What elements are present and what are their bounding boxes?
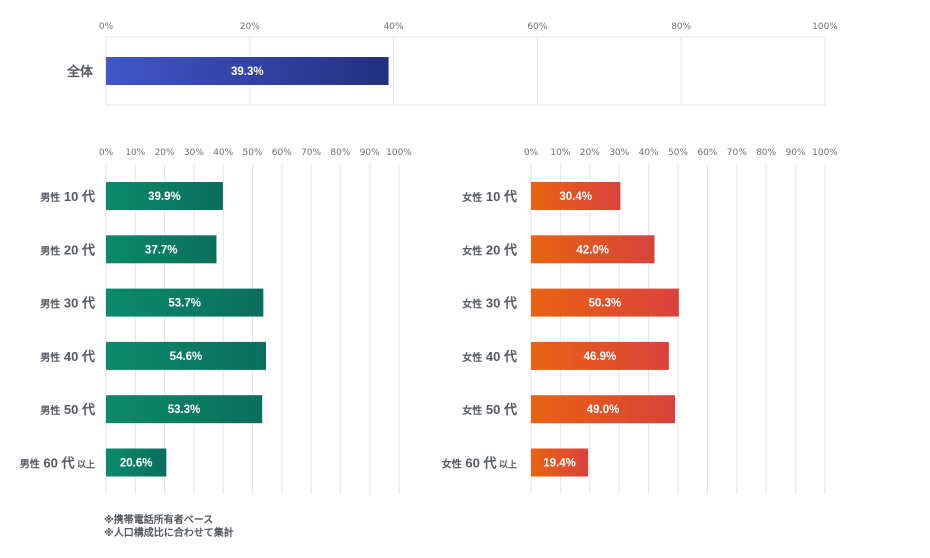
male-tick-label: 60% xyxy=(272,148,292,158)
total-tick-label: 60% xyxy=(527,22,547,32)
male-value-label: 53.7% xyxy=(168,298,201,310)
male-tick-label: 0% xyxy=(99,148,114,158)
male-value-label: 39.9% xyxy=(148,191,181,203)
female-tick-label: 60% xyxy=(697,148,717,158)
total-value-label: 39.3% xyxy=(231,66,264,78)
total-category-label: 全体 xyxy=(66,64,94,79)
female-category-label: 女性 60 代 以上 xyxy=(442,456,517,471)
male-tick-label: 50% xyxy=(242,148,262,158)
male-category-label: 男性 30 代 xyxy=(40,296,95,311)
male-value-label: 53.3% xyxy=(168,404,201,416)
male-bar xyxy=(106,448,167,477)
total-bar xyxy=(106,57,389,85)
total-tick-label: 40% xyxy=(384,22,404,32)
male-bar xyxy=(106,235,217,264)
male-bar xyxy=(106,182,223,210)
female-bar xyxy=(531,341,669,370)
female-category-label: 女性 30 代 xyxy=(462,296,517,311)
female-tick-label: 90% xyxy=(786,148,806,158)
male-bar xyxy=(106,395,263,424)
female-chart: 0% 10% 20% 30% 40% 50% 60% 70% 80% 90% 100% 30.4% 女性… xyxy=(442,148,838,494)
female-tick-label: 10% xyxy=(550,148,570,158)
footnote-1: ※携帯電話所有者ベース xyxy=(104,515,214,526)
female-tick-label: 20% xyxy=(580,148,600,158)
female-value-label: 19.4% xyxy=(543,458,576,470)
female-value-label: 42.0% xyxy=(576,244,609,256)
male-tick-label: 30% xyxy=(184,148,204,158)
male-category-label: 男性 10 代 xyxy=(40,189,95,204)
female-tick-label: 0% xyxy=(524,148,539,158)
male-bar xyxy=(106,288,264,317)
male-tick-label: 90% xyxy=(360,148,380,158)
female-category-label: 女性 40 代 xyxy=(462,349,517,364)
male-tick-label: 70% xyxy=(301,148,321,158)
total-tick-label: 20% xyxy=(240,22,260,32)
female-bar xyxy=(531,288,679,317)
male-tick-label: 20% xyxy=(155,148,175,158)
female-tick-label: 100% xyxy=(812,148,838,158)
male-category-label: 男性 50 代 xyxy=(40,402,95,417)
male-tick-label: 10% xyxy=(125,148,145,158)
male-tick-label: 40% xyxy=(213,148,233,158)
female-category-label: 女性 20 代 xyxy=(462,242,517,257)
female-bar xyxy=(531,235,655,264)
female-value-label: 30.4% xyxy=(559,191,592,203)
female-value-label: 49.0% xyxy=(587,404,620,416)
female-value-label: 50.3% xyxy=(589,298,622,310)
female-bar xyxy=(531,448,589,477)
female-tick-label: 40% xyxy=(639,148,659,158)
male-value-label: 54.6% xyxy=(170,351,203,363)
female-tick-label: 30% xyxy=(609,148,629,158)
female-category-label: 女性 10 代 xyxy=(462,189,517,204)
male-tick-label: 100% xyxy=(386,148,412,158)
total-chart: 0% 20% 40% 60% 80% 100% 39.3% 全体 xyxy=(66,22,838,106)
male-value-label: 20.6% xyxy=(120,458,153,470)
female-bar xyxy=(531,395,676,424)
female-bar xyxy=(531,182,621,210)
total-tick-label: 100% xyxy=(812,22,838,32)
male-chart: 0% 10% 20% 30% 40% 50% 60% 70% 80% 90% 100% 39.9% 男性… xyxy=(20,148,412,494)
male-tick-label: 80% xyxy=(330,148,350,158)
male-category-label: 男性 60 代 以上 xyxy=(20,456,95,471)
female-category-label: 女性 50 代 xyxy=(462,402,517,417)
male-bar xyxy=(106,341,266,370)
male-value-label: 37.7% xyxy=(145,244,178,256)
female-tick-label: 50% xyxy=(668,148,688,158)
female-value-label: 46.9% xyxy=(584,351,617,363)
female-tick-label: 80% xyxy=(756,148,776,158)
footnote-2: ※人口構成比に合わせて集計 xyxy=(104,528,234,539)
total-tick-label: 80% xyxy=(671,22,691,32)
male-category-label: 男性 40 代 xyxy=(40,349,95,364)
male-category-label: 男性 20 代 xyxy=(40,242,95,257)
female-tick-label: 70% xyxy=(727,148,747,158)
footnotes: ※携帯電話所有者ベース ※人口構成比に合わせて集計 xyxy=(104,514,234,540)
total-tick-label: 0% xyxy=(99,22,114,32)
